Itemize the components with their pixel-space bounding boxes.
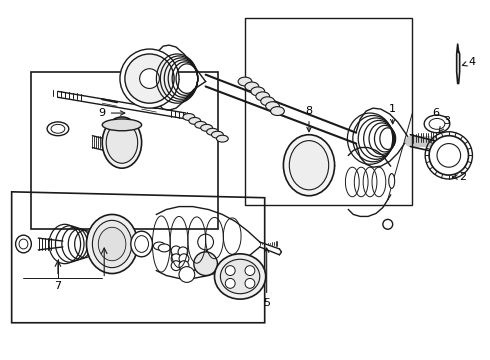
Circle shape [179, 261, 189, 271]
Text: 4: 4 [463, 57, 476, 67]
Ellipse shape [189, 117, 201, 124]
Text: 1: 1 [389, 104, 396, 124]
Circle shape [245, 266, 255, 275]
Ellipse shape [429, 118, 445, 129]
Ellipse shape [131, 231, 152, 257]
Ellipse shape [444, 144, 450, 152]
Ellipse shape [256, 92, 270, 101]
Circle shape [125, 54, 174, 103]
Ellipse shape [98, 227, 126, 261]
Text: 2: 2 [453, 172, 466, 182]
Text: 6: 6 [432, 108, 439, 118]
Ellipse shape [158, 244, 170, 252]
Circle shape [245, 278, 255, 288]
Ellipse shape [217, 135, 228, 142]
Circle shape [383, 219, 392, 229]
Ellipse shape [93, 220, 132, 267]
Ellipse shape [86, 215, 138, 274]
Circle shape [171, 261, 181, 271]
Circle shape [429, 136, 468, 175]
Ellipse shape [106, 122, 138, 163]
Ellipse shape [153, 242, 165, 250]
Ellipse shape [183, 113, 195, 121]
Ellipse shape [215, 254, 266, 299]
Ellipse shape [51, 124, 65, 133]
Ellipse shape [261, 97, 274, 106]
Circle shape [179, 254, 189, 264]
Ellipse shape [283, 135, 335, 196]
Circle shape [217, 267, 232, 282]
Circle shape [171, 254, 181, 264]
Ellipse shape [47, 122, 69, 136]
Ellipse shape [245, 82, 259, 91]
Ellipse shape [212, 131, 223, 138]
Ellipse shape [220, 259, 260, 294]
Ellipse shape [16, 235, 31, 253]
Text: 3: 3 [439, 116, 450, 131]
Ellipse shape [389, 174, 394, 188]
Ellipse shape [266, 102, 279, 111]
Ellipse shape [102, 119, 142, 131]
Ellipse shape [270, 107, 284, 116]
Ellipse shape [19, 239, 28, 249]
Circle shape [179, 267, 195, 282]
Circle shape [178, 247, 188, 257]
Text: 8: 8 [305, 106, 313, 132]
Text: 7: 7 [54, 281, 61, 291]
Ellipse shape [102, 117, 142, 168]
Circle shape [225, 278, 235, 288]
Ellipse shape [289, 141, 329, 190]
Text: 9: 9 [98, 108, 125, 118]
Ellipse shape [424, 115, 450, 133]
Circle shape [140, 69, 159, 89]
Circle shape [437, 144, 461, 167]
Ellipse shape [135, 236, 148, 252]
Circle shape [171, 246, 181, 256]
Text: 5: 5 [263, 248, 270, 308]
Ellipse shape [195, 121, 207, 128]
Ellipse shape [251, 87, 265, 96]
Circle shape [194, 252, 218, 275]
Circle shape [225, 266, 235, 275]
Circle shape [120, 49, 179, 108]
Ellipse shape [207, 128, 219, 135]
Ellipse shape [238, 77, 252, 86]
Circle shape [198, 234, 214, 250]
Ellipse shape [201, 124, 213, 131]
